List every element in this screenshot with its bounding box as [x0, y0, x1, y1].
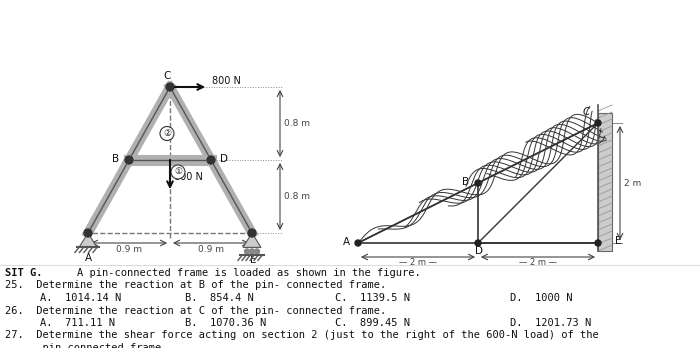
Text: C: C [163, 71, 171, 81]
Circle shape [249, 249, 255, 254]
Circle shape [244, 249, 249, 254]
Circle shape [475, 180, 481, 186]
Circle shape [475, 240, 481, 246]
Text: B: B [112, 154, 119, 164]
Text: SIT G.: SIT G. [5, 268, 43, 278]
Text: C.  1139.5 N: C. 1139.5 N [335, 293, 410, 303]
Text: 0.8 m: 0.8 m [284, 192, 310, 201]
Text: B.  854.4 N: B. 854.4 N [185, 293, 253, 303]
Text: E: E [615, 236, 622, 246]
Circle shape [248, 229, 256, 237]
Text: ①: ① [174, 167, 182, 176]
Circle shape [166, 83, 174, 91]
Text: 2 m: 2 m [624, 179, 641, 188]
Circle shape [125, 156, 133, 164]
Text: B: B [462, 177, 469, 187]
Circle shape [160, 127, 174, 141]
Text: A.  711.11 N: A. 711.11 N [40, 318, 115, 328]
Text: D.  1000 N: D. 1000 N [510, 293, 573, 303]
Circle shape [166, 83, 174, 91]
Circle shape [125, 156, 133, 164]
Circle shape [595, 120, 601, 126]
Text: A.  1014.14 N: A. 1014.14 N [40, 293, 121, 303]
Circle shape [595, 240, 601, 246]
Text: A: A [343, 237, 350, 247]
Text: 0.9 m: 0.9 m [198, 245, 224, 254]
Circle shape [355, 240, 361, 246]
Text: D: D [220, 154, 228, 164]
Text: C.  899.45 N: C. 899.45 N [335, 318, 410, 328]
Text: E: E [250, 255, 256, 265]
Text: 0.8 m: 0.8 m [284, 119, 310, 128]
Text: C: C [582, 107, 589, 117]
Text: 800 N: 800 N [212, 76, 241, 86]
Circle shape [255, 249, 260, 254]
Text: — 2 m —: — 2 m — [519, 258, 557, 267]
Bar [598, 113, 612, 251]
Circle shape [207, 156, 215, 164]
Circle shape [248, 229, 256, 237]
Circle shape [171, 165, 185, 179]
Text: A: A [85, 253, 92, 263]
Text: A pin-connected frame is loaded as shown in the figure.: A pin-connected frame is loaded as shown… [52, 268, 421, 278]
Text: 26.  Determine the reaction at C of the pin- connected frame.: 26. Determine the reaction at C of the p… [5, 306, 386, 316]
Text: 0.9 m: 0.9 m [116, 245, 142, 254]
Circle shape [207, 156, 215, 164]
Circle shape [84, 229, 92, 237]
Text: 25.  Determine the reaction at B of the pin- connected frame.: 25. Determine the reaction at B of the p… [5, 280, 386, 291]
Text: pin-connected frame.: pin-connected frame. [5, 343, 167, 348]
Polygon shape [243, 233, 261, 247]
Text: ②: ② [163, 129, 171, 138]
Text: B.  1070.36 N: B. 1070.36 N [185, 318, 266, 328]
Circle shape [84, 229, 92, 237]
Text: 27.  Determine the shear force acting on section 2 (just to the right of the 600: 27. Determine the shear force acting on … [5, 331, 598, 340]
Text: D: D [475, 246, 483, 256]
Text: D.  1201.73 N: D. 1201.73 N [510, 318, 592, 328]
Polygon shape [79, 233, 97, 247]
Text: 600 N: 600 N [174, 172, 203, 182]
Text: — 2 m —: — 2 m — [399, 258, 437, 267]
